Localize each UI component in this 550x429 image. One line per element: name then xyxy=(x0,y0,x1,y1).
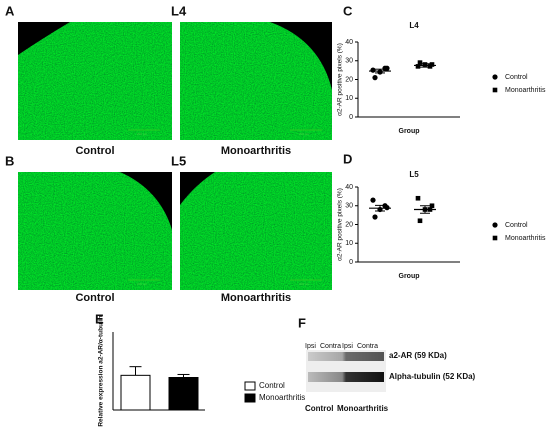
legend-label: Control xyxy=(505,74,528,81)
legend-marker xyxy=(492,222,498,228)
legend-marker xyxy=(492,87,498,93)
point xyxy=(382,65,388,71)
micrograph-label: Control xyxy=(75,292,114,304)
background xyxy=(120,172,172,230)
background xyxy=(270,22,332,90)
point xyxy=(417,60,423,65)
background xyxy=(18,22,70,55)
y-tick-label: 0 xyxy=(349,114,353,121)
y-tick-label: 20 xyxy=(345,76,353,83)
chart-title: L5 xyxy=(409,170,419,179)
panel-letter: D xyxy=(343,151,352,166)
y-tick-label: 10 xyxy=(345,240,353,247)
y-tick-label: 30 xyxy=(345,58,353,65)
error-bar xyxy=(375,68,385,74)
error-bar xyxy=(177,373,190,378)
y-tick-label: 10 xyxy=(345,95,353,102)
micrograph-label: Monoarthritis xyxy=(221,145,291,157)
background xyxy=(180,172,215,205)
error-bar xyxy=(420,63,430,68)
x-axis-label: Group xyxy=(399,128,420,135)
point xyxy=(372,214,378,220)
panel-letter: B xyxy=(5,153,14,168)
point xyxy=(429,203,435,209)
legend-marker xyxy=(492,74,498,80)
western-blot: Ipsi Contra Ipsi Contra a2-AR (59 KDa) A… xyxy=(305,343,476,413)
scale-label: 200 µm xyxy=(137,132,148,136)
scale-label: 200 µm xyxy=(137,282,148,286)
group-label: Monoarthritis xyxy=(337,404,389,413)
legend-swatch xyxy=(244,393,256,403)
lane-label: Contra xyxy=(357,343,378,350)
panel-letter: E xyxy=(95,311,104,326)
y-axis-label: Relative expression a2-AR/α-tubulin xyxy=(98,315,105,426)
micrograph xyxy=(180,172,332,290)
x-axis-label: Group xyxy=(399,273,420,280)
lane-label: Ipsi xyxy=(305,343,316,350)
band-label: a2-AR (59 KDa) xyxy=(389,351,447,360)
micrograph-label: Control xyxy=(75,145,114,157)
point xyxy=(417,218,423,224)
legend-swatch xyxy=(244,381,256,391)
bar xyxy=(120,374,151,411)
panel-letter: A xyxy=(5,3,15,18)
point xyxy=(370,67,376,73)
y-axis-label: α2-AR positive pixels (%) xyxy=(337,188,344,261)
blot-band xyxy=(308,352,384,361)
scale-label: 200 µm xyxy=(299,282,310,286)
point xyxy=(415,195,421,201)
point xyxy=(370,197,376,203)
error-bar xyxy=(420,205,430,214)
y-axis-label: α2-AR positive pixels (%) xyxy=(337,43,344,116)
y-tick-label: 30 xyxy=(345,203,353,210)
legend-label: Monoarthritis xyxy=(259,393,305,402)
band-label: Alpha-tubulin (52 KDa) xyxy=(389,372,476,381)
micrograph xyxy=(18,172,172,290)
error-bar xyxy=(129,366,142,376)
legend-label: Control xyxy=(505,222,528,229)
group-label: Control xyxy=(305,404,333,413)
point xyxy=(372,75,378,81)
micrograph-label: Monoarthritis xyxy=(221,292,291,304)
panel-letter: F xyxy=(298,315,306,330)
micrograph xyxy=(18,22,172,140)
blot-band xyxy=(308,372,384,382)
point xyxy=(427,64,433,69)
legend-label: Monoarthritis xyxy=(505,235,546,242)
micrographs: 200 µm 200 µm 200 µm 200 µm xyxy=(18,22,332,290)
row-title: L5 xyxy=(171,153,186,168)
error-bar xyxy=(375,204,385,212)
scale-label: 200 µm xyxy=(299,132,310,136)
lane-label: Ipsi xyxy=(342,343,353,350)
legend-label: Control xyxy=(259,381,285,390)
bar xyxy=(168,377,199,411)
y-tick-label: 0 xyxy=(349,259,353,266)
legend-marker xyxy=(492,235,498,241)
row-title: L4 xyxy=(171,3,187,18)
y-tick-label: 40 xyxy=(345,184,353,191)
y-tick-label: 20 xyxy=(345,221,353,228)
chart-title: L4 xyxy=(409,21,419,30)
panel-letter: C xyxy=(343,3,353,18)
legend-label: Monoarthritis xyxy=(505,87,546,94)
y-tick-label: 40 xyxy=(345,39,353,46)
lane-label: Contra xyxy=(320,343,341,350)
point xyxy=(415,64,421,69)
